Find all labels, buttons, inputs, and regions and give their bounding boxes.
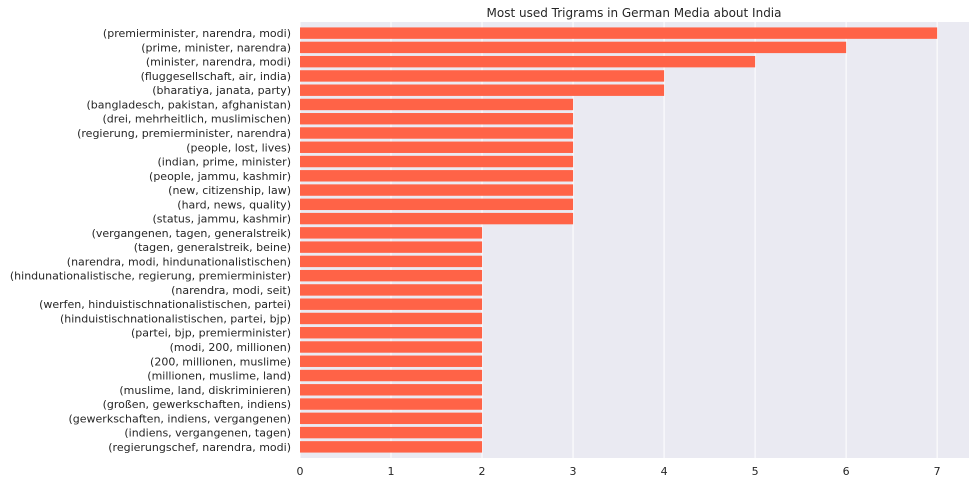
bar: [300, 298, 483, 310]
y-tick-label: (millionen, muslime, land): [147, 370, 291, 383]
bar: [300, 341, 483, 353]
y-tick-label: (indiens, vergangenen, tagen): [124, 427, 291, 440]
x-tick-label: 0: [297, 465, 304, 478]
bar: [300, 55, 756, 68]
y-tick-label: (gewerkschaften, indiens, vergangenen): [69, 412, 292, 425]
y-tick-label: (hindunationalistische, regierung, premi…: [10, 270, 291, 283]
bar: [300, 155, 574, 168]
bar: [300, 312, 483, 325]
y-tick-label: (bharatiya, janata, party): [152, 84, 291, 97]
y-tick-label: (drei, mehrheitlich, muslimischen): [103, 113, 291, 126]
x-tick-labels: 0 1 2 3 4 5 6 7: [297, 465, 941, 478]
y-tick-label: (narendra, modi, seit): [171, 284, 291, 297]
y-tick-label: (hinduistischnationalistischen, partei, …: [60, 312, 291, 325]
y-tick-label: (vergangenen, tagen, generalstreik): [92, 227, 291, 240]
bar: [300, 113, 574, 125]
bars: [300, 27, 938, 453]
bar: [300, 41, 847, 54]
y-tick-label: (minister, narendra, modi): [146, 56, 291, 69]
x-tick-label: 4: [661, 465, 668, 478]
y-tick-label: (fluggesellschaft, air, india): [141, 70, 291, 83]
bar: [300, 355, 483, 367]
y-tick-label: (people, jammu, kashmir): [149, 170, 291, 183]
x-tick-label: 1: [388, 465, 395, 478]
y-tick-label: (status, jammu, kashmir): [153, 213, 291, 226]
bar: [300, 384, 483, 396]
x-tick-label: 3: [570, 465, 577, 478]
y-tick-label: (narendra, modi, hindunationalistischen): [67, 255, 291, 268]
bar: [300, 227, 483, 239]
x-tick-label: 7: [934, 465, 941, 478]
bar: [300, 127, 574, 139]
bar: [300, 98, 574, 111]
bar: [300, 255, 483, 268]
y-tick-label: (werfen, hinduistischnationalistischen, …: [39, 298, 291, 311]
bar: [300, 269, 483, 282]
y-tick-label: (new, citizenship, law): [168, 184, 291, 197]
y-tick-label: (hard, news, quality): [177, 198, 291, 211]
y-tick-label: (indian, prime, minister): [157, 156, 291, 169]
y-tick-label: (bangladesch, pakistan, afghanistan): [86, 98, 291, 111]
y-tick-label: (prime, minister, narendra): [141, 41, 291, 54]
bar: [300, 241, 483, 253]
bar: [300, 441, 483, 453]
y-tick-labels: (premierminister, narendra, modi)(prime,…: [10, 27, 291, 454]
y-tick-label: (großen, gewerkschaften, indiens): [103, 398, 291, 411]
bar: [300, 369, 483, 382]
y-tick-label: (muslime, land, diskriminieren): [119, 384, 291, 397]
x-tick-label: 6: [843, 465, 850, 478]
bar: [300, 27, 938, 39]
y-tick-label: (regierung, premierminister, narendra): [77, 127, 291, 140]
bar: [300, 327, 483, 339]
bar: [300, 212, 574, 225]
bar: [300, 141, 574, 153]
bar: [300, 284, 483, 296]
y-tick-label: (partei, bjp, premierminister): [131, 327, 291, 340]
y-tick-label: (tagen, generalstreik, beine): [134, 241, 291, 254]
bar: [300, 426, 483, 439]
x-tick-label: 2: [479, 465, 486, 478]
bar: [300, 84, 665, 96]
y-tick-label: (modi, 200, millionen): [170, 341, 291, 354]
bar: [300, 184, 574, 196]
y-tick-label: (premierminister, narendra, modi): [103, 27, 291, 40]
y-tick-label: (regierungschef, narendra, modi): [108, 441, 291, 454]
x-tick-label: 5: [752, 465, 759, 478]
bar: [300, 398, 483, 410]
y-tick-label: (200, millionen, muslime): [150, 355, 291, 368]
bar: [300, 170, 574, 182]
bar: [300, 70, 665, 82]
y-tick-label: (people, lost, lives): [186, 141, 291, 154]
chart-title: Most used Trigrams in German Media about…: [487, 6, 782, 20]
bar: [300, 198, 574, 211]
bar: [300, 412, 483, 425]
